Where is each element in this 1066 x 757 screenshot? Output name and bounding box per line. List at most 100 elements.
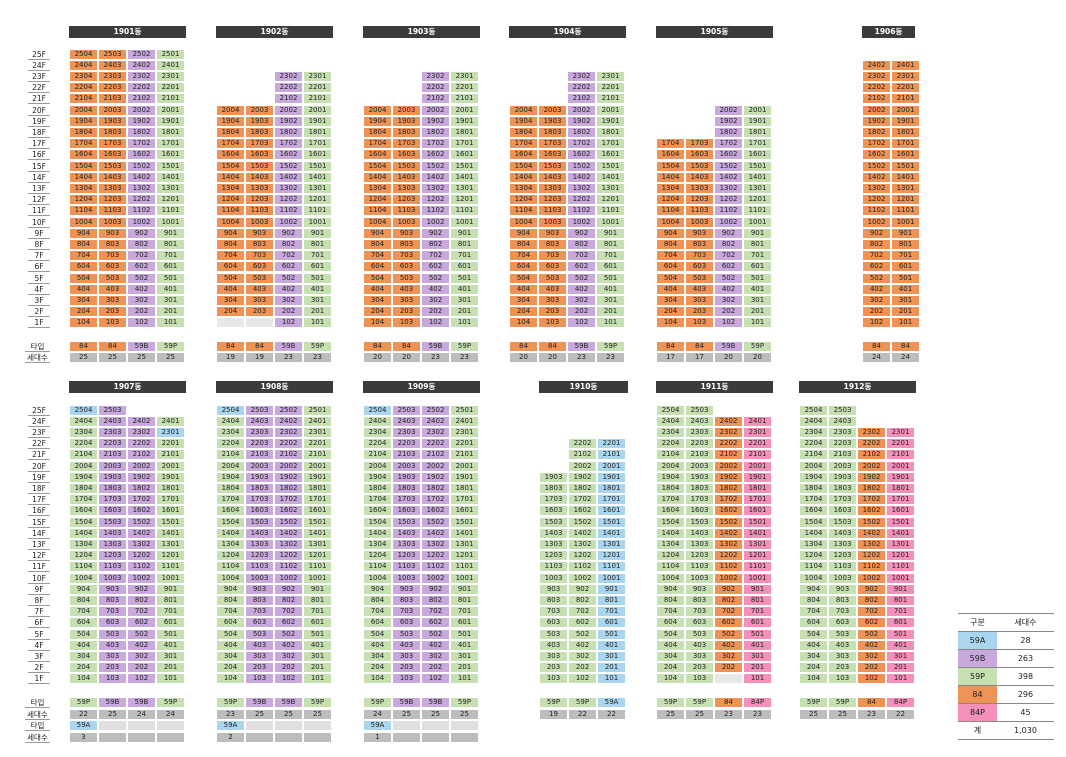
unit-type-cell: 59A	[597, 697, 626, 708]
unit-cell: 1101	[886, 561, 915, 573]
unit-cell: 1202	[421, 550, 450, 562]
unit-cell: 1501	[886, 516, 915, 528]
unit-cell: 301	[450, 650, 479, 662]
unit-cell: 1301	[597, 538, 626, 550]
unit-cell: 2304	[656, 426, 685, 438]
unit-cell: 704	[69, 606, 98, 618]
unit-cell: 1603	[392, 149, 421, 161]
unit-cell: 1402	[421, 171, 450, 183]
unit-cell: 1201	[596, 194, 625, 206]
unit-cell: 1704	[216, 138, 245, 150]
legend-total-label: 계	[958, 721, 997, 740]
unit-cell: 1803	[245, 126, 274, 138]
unit-cell: 1703	[245, 494, 274, 506]
unit-cell: 1401	[450, 527, 479, 539]
unit-cell: 2304	[363, 426, 392, 438]
unit-cell: 704	[69, 250, 98, 262]
unit-cell: 2303	[392, 426, 421, 438]
unit-cell: 902	[857, 583, 886, 595]
unit-cell: 1301	[743, 182, 772, 194]
unit-cell: 2402	[421, 415, 450, 427]
unit-cell: 2002	[568, 460, 597, 472]
households-cell: 25	[799, 708, 828, 720]
unit-cell: 1203	[98, 194, 127, 206]
unit-cell: 1002	[127, 572, 156, 584]
floor-label: 9F	[28, 584, 50, 595]
unit-cell: 1802	[714, 126, 743, 138]
extra-type-cell	[127, 720, 156, 731]
unit-cell: 1503	[245, 516, 274, 528]
unit-cell: 1101	[156, 561, 185, 573]
unit-cell: 2403	[392, 415, 421, 427]
unit-cell: 1303	[245, 182, 274, 194]
unit-cell: 1201	[450, 194, 479, 206]
unit-cell: 2203	[245, 438, 274, 450]
households-cell: 24	[127, 708, 156, 720]
unit-type-cell: 59P	[69, 697, 98, 708]
unit-cell: 104	[799, 673, 828, 685]
unit-cell: 1602	[714, 505, 743, 517]
unit-cell: 2103	[392, 449, 421, 461]
unit-cell: 303	[392, 650, 421, 662]
unit-cell: 1704	[509, 138, 538, 150]
unit-cell: 201	[156, 306, 185, 318]
floor-label: 18F	[28, 483, 50, 494]
households-cell: 23	[596, 352, 625, 363]
extra-households-cell	[127, 731, 156, 743]
unit-cell: 2101	[891, 93, 920, 105]
unit-cell: 904	[656, 583, 685, 595]
unit-cell: 304	[69, 650, 98, 662]
unit-cell: 504	[69, 272, 98, 284]
unit-cell: 701	[886, 606, 915, 618]
unit-cell: 2504	[216, 404, 245, 416]
unit-cell: 2203	[828, 438, 857, 450]
unit-cell: 402	[274, 283, 303, 295]
unit-cell: 1104	[216, 205, 245, 217]
unit-cell: 903	[685, 583, 714, 595]
unit-cell: 1803	[685, 482, 714, 494]
unit-type-cell: 59P	[685, 697, 714, 708]
unit-cell: 2003	[98, 104, 127, 116]
unit-type-cell: 59B	[274, 340, 303, 352]
unit-cell: 1401	[156, 527, 185, 539]
unit-cell: 2004	[69, 104, 98, 116]
unit-cell: 1104	[799, 561, 828, 573]
unit-cell: 504	[656, 272, 685, 284]
unit-cell: 602	[714, 617, 743, 629]
unit-cell: 2002	[567, 104, 596, 116]
unit-cell: 103	[98, 317, 127, 329]
unit-cell: 2502	[127, 48, 156, 60]
unit-cell: 801	[743, 238, 772, 250]
unit-cell: 204	[69, 306, 98, 318]
extra-type-cell: 59A	[216, 720, 245, 731]
unit-cell: 904	[216, 227, 245, 239]
unit-cell: 701	[450, 606, 479, 618]
unit-cell: 301	[743, 294, 772, 306]
unit-cell: 501	[891, 272, 920, 284]
unit-cell: 1001	[596, 216, 625, 228]
unit-cell: 1603	[98, 505, 127, 517]
unit-cell: 603	[392, 617, 421, 629]
unit-cell: 1103	[539, 561, 568, 573]
unit-cell: 1503	[685, 516, 714, 528]
unit-cell: 1101	[450, 561, 479, 573]
unit-cell: 1303	[98, 538, 127, 550]
unit-cell: 703	[98, 250, 127, 262]
unit-cell: 801	[450, 238, 479, 250]
unit-cell: 803	[98, 238, 127, 250]
unit-cell: 402	[274, 639, 303, 651]
unit-cell: 504	[69, 628, 98, 640]
unit-cell: 503	[392, 628, 421, 640]
unit-cell: 703	[245, 250, 274, 262]
unit-cell: 2202	[862, 82, 891, 94]
unit-cell: 2301	[886, 426, 915, 438]
unit-cell: 1104	[69, 205, 98, 217]
households-cell: 25	[303, 708, 332, 720]
unit-cell: 801	[886, 594, 915, 606]
unit-cell: 2204	[216, 438, 245, 450]
unit-cell: 101	[743, 673, 772, 685]
unit-cell: 2004	[509, 104, 538, 116]
unit-cell: 201	[597, 662, 626, 674]
floor-label: 25F	[28, 405, 50, 416]
unit-cell: 1102	[714, 561, 743, 573]
